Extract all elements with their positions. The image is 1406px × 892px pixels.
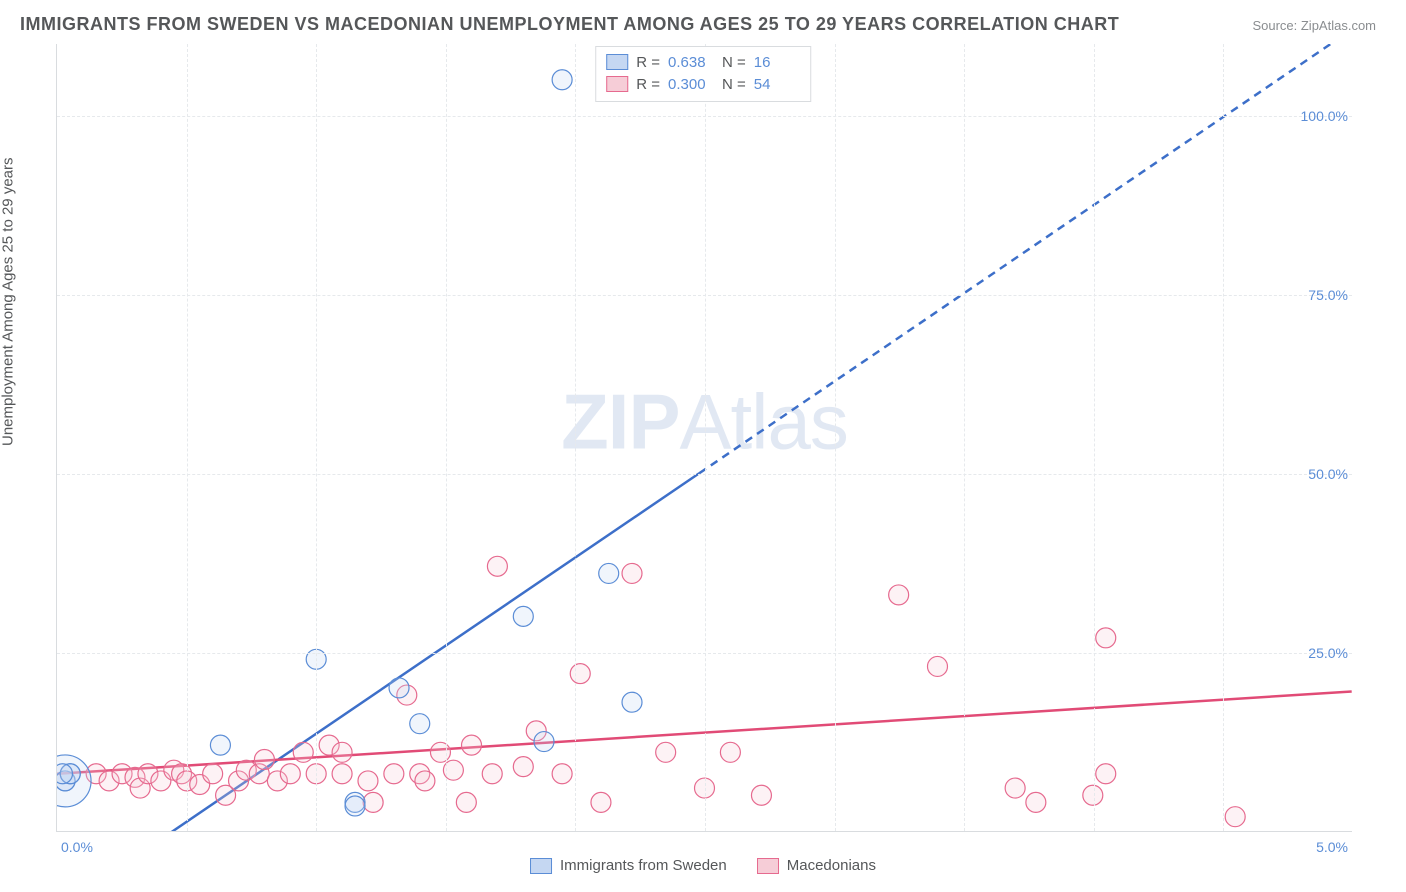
legend-label-sweden: Immigrants from Sweden xyxy=(560,857,727,874)
series-legend: Immigrants from Sweden Macedonians xyxy=(530,857,876,874)
stats-r-label: R = xyxy=(636,54,660,71)
legend-item-macedonians: Macedonians xyxy=(757,857,876,874)
stats-r-label-2: R = xyxy=(636,76,660,93)
chart-title: IMMIGRANTS FROM SWEDEN VS MACEDONIAN UNE… xyxy=(20,14,1119,35)
plot-area: ZIPAtlas 25.0%50.0%75.0%100.0%0.0%5.0% xyxy=(56,44,1352,832)
x-tick-label: 5.0% xyxy=(1316,839,1348,855)
stats-n-sweden: 16 xyxy=(754,54,800,71)
legend-swatch-macedonians xyxy=(757,858,779,874)
stats-n-label-2: N = xyxy=(722,76,746,93)
stats-r-sweden: 0.638 xyxy=(668,54,714,71)
stats-legend: R = 0.638 N = 16 R = 0.300 N = 54 xyxy=(595,46,811,102)
legend-label-macedonians: Macedonians xyxy=(787,857,876,874)
stats-row-sweden: R = 0.638 N = 16 xyxy=(606,51,800,73)
y-tick-label: 100.0% xyxy=(1301,108,1348,124)
stats-n-macedonians: 54 xyxy=(754,76,800,93)
y-tick-label: 50.0% xyxy=(1308,466,1348,482)
x-tick-label: 0.0% xyxy=(61,839,93,855)
y-axis-title: Unemployment Among Ages 25 to 29 years xyxy=(0,157,17,446)
stats-row-macedonians: R = 0.300 N = 54 xyxy=(606,73,800,95)
y-tick-label: 25.0% xyxy=(1308,645,1348,661)
y-tick-label: 75.0% xyxy=(1308,287,1348,303)
legend-item-sweden: Immigrants from Sweden xyxy=(530,857,727,874)
swatch-sweden xyxy=(606,54,628,70)
swatch-macedonians xyxy=(606,76,628,92)
stats-r-macedonians: 0.300 xyxy=(668,76,714,93)
chart-source: Source: ZipAtlas.com xyxy=(1252,18,1376,33)
watermark-strong: ZIP xyxy=(561,377,679,465)
stats-n-label: N = xyxy=(722,54,746,71)
correlation-chart: IMMIGRANTS FROM SWEDEN VS MACEDONIAN UNE… xyxy=(0,0,1406,892)
legend-swatch-sweden xyxy=(530,858,552,874)
